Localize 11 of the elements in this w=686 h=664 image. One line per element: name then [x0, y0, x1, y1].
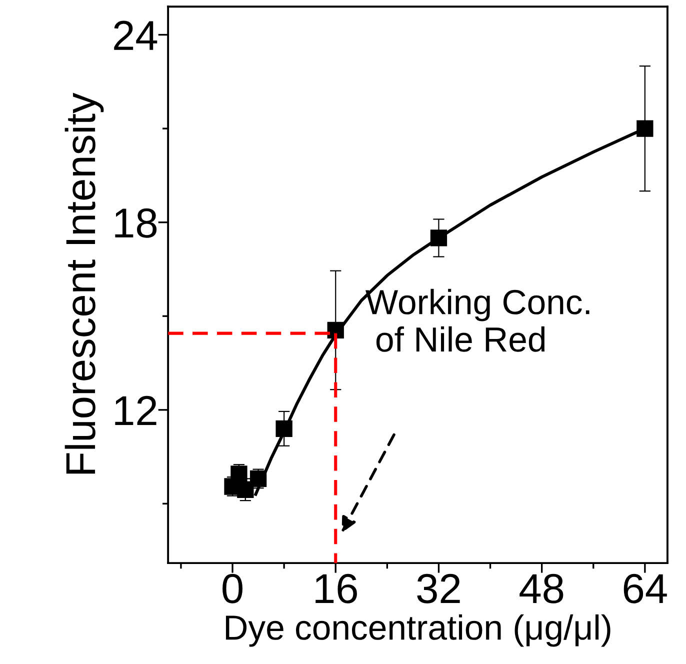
annotation: Working Conc. of Nile Red	[365, 288, 590, 352]
y-tick-label: 12	[115, 396, 156, 425]
y-tick-label: 24	[114, 20, 158, 50]
x-tick-label: 16	[316, 574, 357, 604]
x-tick-label: 64	[624, 574, 667, 604]
x-axis-title: Dye concentration (μg/μl)	[226, 614, 610, 647]
x-tick-label: 0	[222, 574, 242, 604]
x-tick-label: 48	[520, 574, 564, 604]
y-tick-label: 18	[115, 208, 157, 238]
x-tick-label: 32	[417, 574, 460, 604]
y-axis-title: Fluorescent Intensity	[64, 92, 104, 474]
